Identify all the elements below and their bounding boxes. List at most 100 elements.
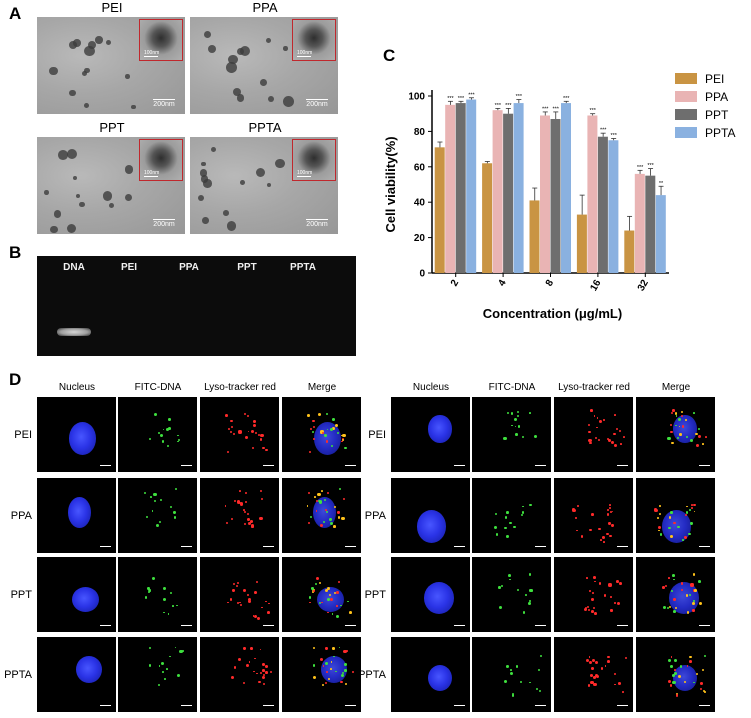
bar-ppta-4 bbox=[513, 103, 524, 273]
legend-swatch-ppta bbox=[675, 127, 697, 138]
panel-a-letter: A bbox=[9, 4, 22, 23]
gel-lane-label-ppta: PPTA bbox=[290, 262, 316, 273]
bar-ppta-16 bbox=[608, 140, 619, 273]
confocal-image-ppa-1-2 bbox=[472, 478, 551, 553]
inset-scale-bar: 100nm bbox=[297, 50, 313, 56]
gel-electrophoresis-image: DNA PEI PPA PPT PPTA bbox=[37, 256, 356, 356]
confocal-image-pei-2-1 bbox=[200, 397, 279, 472]
significance-mark: *** bbox=[553, 106, 560, 112]
significance-mark: *** bbox=[637, 165, 644, 171]
confocal-image-ppa-0-1 bbox=[37, 478, 116, 553]
tem-label-pei: PEI bbox=[101, 0, 123, 15]
bar-pei-8 bbox=[529, 200, 540, 273]
column-header-nucleus-1: Nucleus bbox=[58, 382, 96, 393]
y-tick-label: 0 bbox=[419, 269, 425, 280]
y-tick-label: 40 bbox=[414, 198, 426, 209]
dna-band bbox=[57, 328, 91, 336]
confocal-image-ppt-3-2 bbox=[636, 557, 715, 632]
column-header-merge-2: Merge bbox=[661, 382, 691, 393]
column-header-nucleus-2: Nucleus bbox=[412, 382, 450, 393]
bar-ppt-32 bbox=[645, 175, 656, 273]
confocal-image-ppa-1-1 bbox=[118, 478, 197, 553]
bar-ppt-16 bbox=[597, 136, 608, 273]
panel-d-letter: D bbox=[9, 370, 22, 389]
bar-pei-32 bbox=[624, 230, 635, 273]
x-tick-label-32: 32 bbox=[636, 278, 651, 294]
bar-ppta-32 bbox=[655, 195, 666, 273]
tem-inset-ppt: 100nm bbox=[139, 139, 183, 181]
tem-inset-pei: 100nm bbox=[139, 19, 183, 61]
significance-mark: *** bbox=[458, 96, 465, 102]
significance-mark: ** bbox=[659, 181, 664, 187]
confocal-image-ppt-3-1 bbox=[282, 557, 361, 632]
column-header-lyso-tracker-red-1: Lyso-tracker red bbox=[204, 382, 276, 393]
x-tick-label-4: 4 bbox=[496, 278, 509, 289]
row-label-ppa-1: PPA bbox=[10, 510, 32, 522]
x-axis-title: Concentration (μg/mL) bbox=[483, 306, 622, 321]
bar-pei-4 bbox=[482, 163, 493, 273]
inset-scale-bar: 100nm bbox=[297, 170, 313, 176]
gel-lane-label-ppt: PPT bbox=[237, 262, 257, 273]
significance-mark: *** bbox=[589, 108, 596, 114]
legend-label-ppta: PPTA bbox=[705, 126, 735, 140]
column-header-fitc-dna-1: FITC-DNA bbox=[134, 382, 182, 393]
tem-image-ppta: 100nm 200nm bbox=[190, 137, 338, 234]
bar-ppt-2 bbox=[455, 103, 466, 273]
confocal-image-ppta-2-2 bbox=[554, 637, 633, 712]
bar-ppta-2 bbox=[466, 99, 477, 273]
confocal-image-ppt-2-2 bbox=[554, 557, 633, 632]
tem-image-ppt: 100nm 200nm bbox=[37, 137, 185, 234]
confocal-image-pei-3-1 bbox=[282, 397, 361, 472]
panel-b-letter: B bbox=[9, 243, 22, 262]
bar-ppa-4 bbox=[492, 110, 503, 273]
confocal-image-ppta-1-2 bbox=[472, 637, 551, 712]
tem-image-ppa: 100nm 200nm bbox=[190, 17, 338, 114]
confocal-image-ppta-1-1 bbox=[118, 637, 197, 712]
significance-mark: *** bbox=[600, 128, 607, 134]
confocal-image-ppta-2-1 bbox=[200, 637, 279, 712]
confocal-image-ppta-3-1 bbox=[282, 637, 361, 712]
tem-label-ppa: PPA bbox=[252, 0, 278, 15]
row-label-pei-2: PEI bbox=[368, 429, 386, 441]
confocal-image-pei-2-2 bbox=[554, 397, 633, 472]
row-label-ppt-2: PPT bbox=[364, 589, 386, 601]
significance-mark: *** bbox=[505, 103, 512, 109]
tem-label-ppta: PPTA bbox=[248, 120, 282, 135]
inset-scale-bar: 100nm bbox=[144, 50, 160, 56]
column-header-fitc-dna-2: FITC-DNA bbox=[488, 382, 536, 393]
confocal-image-ppta-3-2 bbox=[636, 637, 715, 712]
bar-pei-2 bbox=[434, 147, 445, 273]
bar-ppt-4 bbox=[503, 113, 514, 273]
bar-ppa-16 bbox=[587, 115, 598, 273]
confocal-image-pei-0-2 bbox=[391, 397, 470, 472]
significance-mark: *** bbox=[516, 94, 523, 100]
tem-inset-ppta: 100nm bbox=[292, 139, 336, 181]
confocal-image-ppa-3-1 bbox=[282, 478, 361, 553]
row-label-pei-1: PEI bbox=[14, 429, 32, 441]
confocal-image-ppt-2-1 bbox=[200, 557, 279, 632]
confocal-image-ppa-2-2 bbox=[554, 478, 633, 553]
gel-lane-label-ppa: PPA bbox=[179, 262, 199, 273]
confocal-image-ppa-3-2 bbox=[636, 478, 715, 553]
y-axis-title: Cell viability(%) bbox=[383, 136, 398, 232]
tem-inset-ppa: 100nm bbox=[292, 19, 336, 61]
legend-label-ppt: PPT bbox=[705, 108, 729, 122]
y-tick-label: 100 bbox=[408, 92, 425, 103]
confocal-image-pei-1-1 bbox=[118, 397, 197, 472]
confocal-image-ppta-0-1 bbox=[37, 637, 116, 712]
legend-swatch-ppa bbox=[675, 91, 697, 102]
x-tick-label-8: 8 bbox=[544, 278, 557, 289]
gel-lane-label-dna: DNA bbox=[63, 262, 85, 273]
significance-mark: *** bbox=[647, 163, 654, 169]
confocal-image-ppt-1-1 bbox=[118, 557, 197, 632]
confocal-image-pei-3-2 bbox=[636, 397, 715, 472]
bar-ppa-32 bbox=[634, 173, 645, 273]
row-label-ppta-2: PPTA bbox=[358, 669, 386, 681]
legend-label-ppa: PPA bbox=[705, 90, 728, 104]
column-header-lyso-tracker-red-2: Lyso-tracker red bbox=[558, 382, 630, 393]
gel-lane-label-pei: PEI bbox=[120, 262, 138, 273]
bar-ppt-8 bbox=[550, 119, 561, 273]
bar-ppa-8 bbox=[540, 115, 550, 273]
inset-scale-bar: 100nm bbox=[144, 170, 160, 176]
